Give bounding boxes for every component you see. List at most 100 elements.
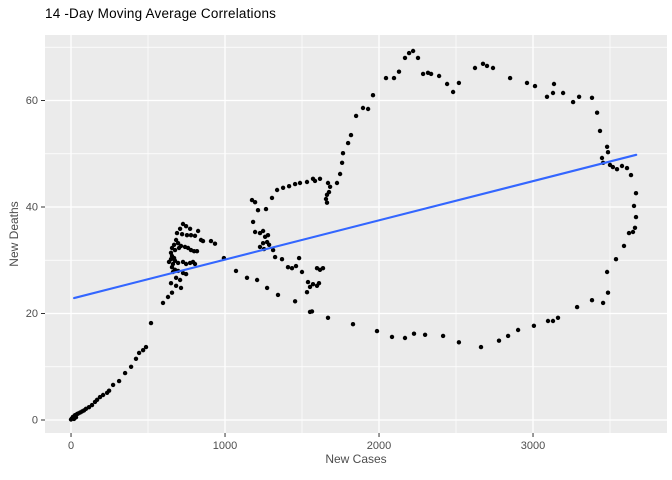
scatter-point	[198, 237, 204, 243]
scatter-point	[179, 232, 185, 237]
scatter-point	[574, 304, 580, 310]
scatter-point	[289, 266, 295, 271]
scatter-point	[599, 155, 605, 161]
scatter-point	[389, 334, 395, 340]
scatter-point	[265, 233, 271, 238]
scatter-point	[628, 172, 634, 178]
scatter-point	[339, 160, 345, 165]
scatter-point	[285, 265, 291, 270]
scatter-point	[175, 260, 181, 266]
scatter-point	[304, 290, 310, 295]
scatter-point	[633, 191, 639, 196]
y-tick-label: 40	[26, 202, 38, 214]
x-tick-label: 3000	[521, 440, 545, 452]
scatter-point	[604, 269, 610, 275]
scatter-point	[374, 328, 380, 334]
scatter-point	[480, 61, 486, 66]
scatter-point	[402, 55, 408, 61]
scatter-point	[263, 206, 269, 212]
y-tick-label: 0	[32, 415, 38, 427]
scatter-point	[589, 95, 595, 101]
scatter-point	[420, 71, 426, 77]
scatter-point	[260, 228, 266, 234]
scatter-point	[100, 392, 106, 398]
scatter-point	[496, 338, 502, 343]
scatter-point	[410, 48, 416, 54]
scatter-point	[600, 300, 606, 306]
scatter-point	[544, 94, 550, 100]
scatter-point	[171, 242, 177, 247]
x-tick-label: 1000	[213, 440, 237, 452]
scatter-point	[310, 176, 316, 181]
scatter-point	[631, 203, 637, 209]
scatter-point	[133, 356, 139, 361]
scatter-point	[515, 327, 521, 333]
scatter-point	[173, 283, 179, 288]
scatter-point	[168, 281, 174, 286]
scatter-point	[94, 397, 100, 402]
scatter-point	[165, 294, 171, 300]
scatter-point	[250, 219, 256, 225]
scatter-point	[257, 230, 263, 236]
scatter-point	[252, 200, 258, 205]
scatter-point	[255, 208, 261, 213]
scatter-point	[269, 195, 275, 201]
scatter-point	[396, 69, 402, 74]
scatter-point	[274, 187, 280, 193]
scatter-point	[177, 277, 183, 283]
scatter-point	[173, 237, 179, 243]
scatter-point	[180, 221, 186, 227]
scatter-point	[353, 113, 359, 119]
scatter-point	[348, 132, 354, 138]
scatter-point	[279, 257, 285, 262]
scatter-point	[555, 315, 561, 320]
scatter-point	[143, 344, 149, 350]
scatter-point	[309, 309, 315, 314]
scatter-point	[183, 224, 189, 229]
scatter-point	[249, 197, 255, 203]
scatter-point	[286, 184, 292, 189]
scatter-point	[589, 298, 595, 303]
scatter-point	[324, 200, 330, 205]
scatter-point	[450, 89, 456, 95]
scatter-point	[292, 181, 298, 187]
scatter-point	[182, 244, 188, 250]
scatter-point	[190, 259, 196, 265]
scatter-point	[307, 284, 313, 290]
scatter-point	[316, 281, 322, 286]
scatter-point	[613, 257, 619, 262]
scatter-point	[594, 110, 600, 115]
x-tick-label: 0	[68, 440, 74, 452]
scatter-point	[597, 128, 603, 134]
scatter-point	[178, 285, 184, 291]
scatter-point	[415, 55, 421, 61]
scatter-point	[260, 241, 266, 246]
scatter-point	[456, 80, 462, 86]
scatter-point	[305, 279, 311, 285]
scatter-point	[280, 185, 286, 190]
scatter-point	[323, 196, 329, 202]
scatter-point	[168, 250, 174, 255]
scatter-point	[160, 300, 166, 306]
scatter-point	[275, 292, 281, 298]
scatter-point	[621, 243, 627, 249]
scatter-point	[172, 267, 178, 272]
scatter-point	[252, 229, 258, 235]
scatter-point	[180, 259, 186, 265]
scatter-point	[254, 277, 260, 283]
scatter-point	[174, 230, 180, 236]
scatter-point	[472, 65, 478, 71]
scatter-point	[272, 254, 278, 260]
scatter-point	[116, 378, 122, 384]
scatter-point	[97, 394, 103, 400]
scatter-point	[619, 163, 625, 169]
scatter-point	[177, 226, 183, 231]
scatter-point	[296, 255, 302, 261]
y-axis-title: New Deaths	[7, 201, 21, 267]
scatter-point	[340, 151, 346, 156]
scatter-point	[532, 83, 538, 89]
scatter-point	[325, 315, 331, 320]
scatter-point	[560, 90, 566, 96]
scatter-point	[422, 332, 428, 337]
